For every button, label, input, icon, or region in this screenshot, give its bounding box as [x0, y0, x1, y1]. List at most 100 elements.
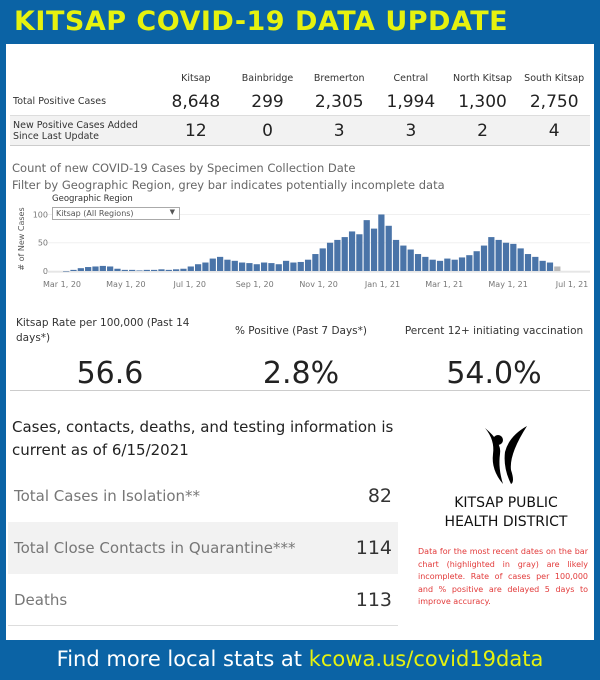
divider	[10, 390, 590, 391]
row-label: New Positive Cases Added Since Last Upda…	[13, 119, 138, 142]
cell: 0	[262, 120, 273, 141]
cell: 299	[251, 91, 284, 112]
bar	[378, 214, 385, 271]
bar	[114, 268, 121, 271]
metric-value: 54.0%	[446, 356, 542, 391]
cases-bar-chart: 0 50 100 # of New Cases Mar 1, 20 May 1, 20 Ju…	[17, 207, 590, 289]
stat-value: 113	[355, 588, 392, 611]
bar	[282, 260, 290, 271]
stat-label: Total Close Contacts in Quarantine***	[14, 539, 296, 557]
metrics-row: Kitsap Rate per 100,000 (Past 14 days*) …	[6, 316, 594, 392]
cell: 12	[185, 120, 207, 141]
bar	[92, 266, 99, 271]
chart-subtitle: Filter by Geographic Region, grey bar in…	[12, 178, 445, 192]
bar	[136, 270, 143, 271]
bar	[253, 264, 260, 271]
bar	[180, 268, 187, 271]
bar	[304, 259, 312, 271]
cell: 1,994	[386, 91, 436, 112]
cell: 4	[548, 120, 560, 141]
region-filter-dropdown[interactable]: Kitsap (All Regions) ▼	[52, 207, 180, 220]
metric-vaccination: Percent 12+ initiating vaccination 54.0%	[396, 316, 592, 391]
stat-value: 82	[367, 485, 392, 507]
bar	[238, 262, 246, 271]
bar	[224, 259, 231, 271]
bar	[510, 243, 517, 271]
bar	[77, 268, 84, 271]
bar	[173, 269, 180, 271]
footer-link[interactable]: kcowa.us/covid19data	[308, 647, 544, 671]
bar	[444, 258, 451, 271]
filter-label: Geographic Region	[52, 194, 133, 204]
person-logo-icon	[485, 426, 527, 484]
logo-line2: HEALTH DISTRICT	[444, 514, 568, 530]
metric-positive: % Positive (Past 7 Days*) 2.8%	[206, 316, 396, 391]
col-south-kitsap: South Kitsap	[524, 72, 585, 84]
bar	[451, 259, 458, 271]
x-tick-label: Mar 1, 21	[425, 280, 463, 289]
col-north-kitsap: North Kitsap	[453, 72, 513, 84]
table-header: Kitsap Bainbridge Bremerton Central Nort…	[10, 68, 590, 88]
bar	[429, 259, 436, 271]
bar	[202, 262, 209, 271]
x-tick-label: Sep 1, 20	[236, 280, 274, 289]
cell: 2,305	[314, 91, 364, 112]
bar	[70, 269, 77, 271]
chart-heading: Count of new COVID-19 Cases by Specimen …	[12, 160, 445, 194]
metric-value: 56.6	[76, 356, 144, 391]
bar	[194, 264, 202, 271]
bar	[151, 269, 158, 271]
bar	[495, 239, 502, 271]
cases-table: Kitsap Bainbridge Bremerton Central Nort…	[10, 68, 590, 146]
bar	[99, 265, 106, 271]
bar	[422, 256, 429, 271]
stat-label: Total Cases in Isolation**	[14, 487, 201, 505]
bar	[539, 260, 546, 271]
x-tick-label: Jul 1, 20	[172, 280, 206, 289]
bar	[546, 262, 554, 271]
bar	[473, 251, 480, 271]
stat-deaths: Deaths 113	[8, 574, 398, 626]
cell: 2	[477, 120, 488, 141]
logo-line1: KITSAP PUBLIC	[454, 495, 558, 511]
bar	[326, 242, 334, 271]
stat-quarantine: Total Close Contacts in Quarantine*** 114	[8, 522, 398, 574]
col-kitsap: Kitsap	[181, 72, 211, 84]
table-row: New Positive Cases Added Since Last Upda…	[10, 116, 590, 146]
bar	[400, 245, 407, 271]
bar	[458, 257, 466, 271]
dashboard-panel: Kitsap Bainbridge Bremerton Central Nort…	[6, 44, 594, 640]
bar	[348, 231, 356, 271]
bar	[554, 266, 561, 271]
stat-isolation: Total Cases in Isolation** 82	[8, 470, 398, 522]
kphd-logo: KITSAP PUBLIC HEALTH DISTRICT	[426, 424, 586, 532]
y-axis-label: # of New Cases	[17, 207, 26, 270]
metric-rate: Kitsap Rate per 100,000 (Past 14 days*) …	[10, 316, 210, 391]
bar	[297, 261, 304, 271]
bar	[334, 239, 341, 271]
footer: Find more local stats at kcowa.us/covid1…	[0, 643, 600, 680]
bar	[407, 249, 414, 271]
cell: 3	[405, 120, 417, 141]
x-tick-label: Mar 1, 20	[43, 280, 81, 289]
y-tick-label: 50	[38, 239, 48, 248]
col-bainbridge: Bainbridge	[241, 72, 294, 84]
metric-label: Kitsap Rate per 100,000 (Past 14 days*)	[16, 317, 190, 344]
bar	[143, 269, 150, 271]
bar	[385, 225, 392, 271]
bar	[260, 262, 268, 271]
stat-label: Deaths	[14, 590, 68, 609]
cell: 3	[333, 120, 345, 141]
bar	[158, 269, 165, 271]
bar	[356, 234, 363, 271]
bar	[246, 263, 253, 271]
dropdown-value: Kitsap (All Regions)	[56, 209, 134, 218]
bar	[480, 245, 488, 271]
x-tick-label: Jul 1, 21	[555, 280, 589, 289]
bar	[63, 271, 70, 272]
bar	[319, 248, 326, 271]
info-title: Cases, contacts, deaths, and testing inf…	[12, 418, 394, 459]
stat-value: 114	[355, 537, 392, 559]
data-note: Data for the most recent dates on the ba…	[418, 547, 588, 606]
bar	[209, 258, 216, 271]
